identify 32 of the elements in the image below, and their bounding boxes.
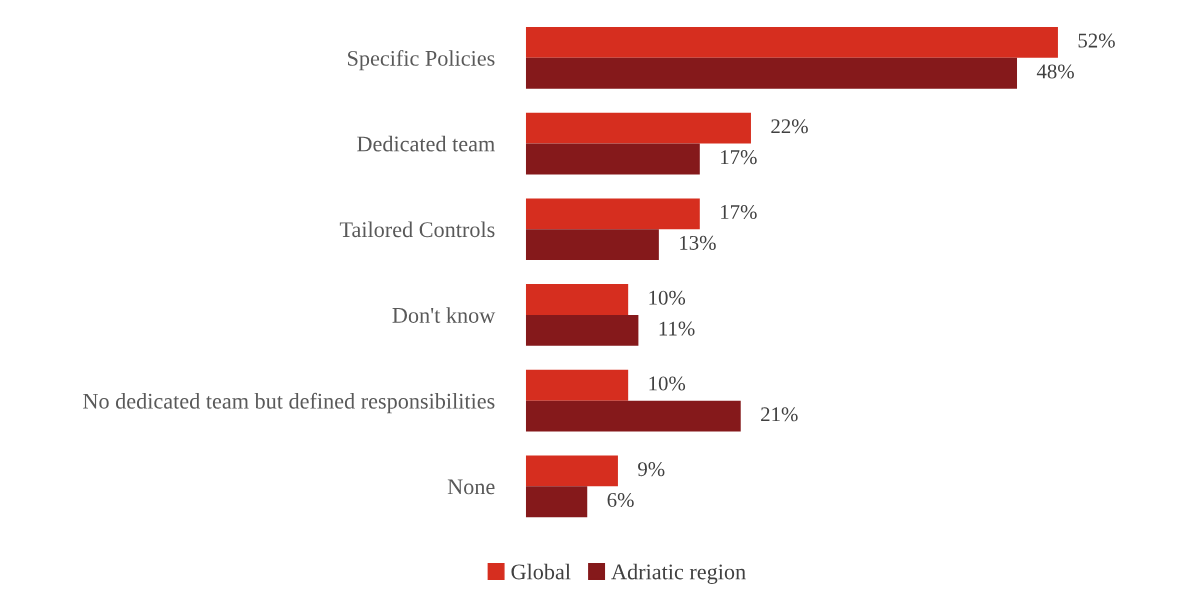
data-label: 9%: [638, 462, 665, 477]
data-label: 17%: [721, 204, 757, 220]
data-label: 17%: [721, 150, 757, 165]
y-tick-label: None: [447, 479, 495, 495]
bar: [525, 26, 1058, 58]
bar: [525, 143, 700, 175]
y-tick-label: Don't know: [392, 307, 496, 323]
bar: [525, 400, 741, 432]
y-tick-label: No dedicated team but defined responsibilities: [83, 392, 495, 414]
data-label: 11%: [659, 321, 695, 336]
bar: [525, 369, 629, 401]
data-label: 22%: [771, 119, 808, 134]
data-label: 10%: [649, 290, 686, 305]
bar: [525, 455, 618, 487]
bar: [525, 284, 629, 315]
data-label: 6%: [607, 492, 634, 508]
bar: [525, 229, 659, 261]
data-label: 10%: [649, 376, 686, 391]
y-tick-label: Specific Policies: [348, 49, 495, 71]
legend-label: Global: [511, 563, 571, 580]
bar: [525, 57, 1018, 89]
data-label: 48%: [1036, 64, 1074, 79]
bar: [525, 486, 588, 518]
legend-label: Adriatic region: [611, 563, 746, 584]
data-label: 52%: [1078, 33, 1115, 48]
bar: [525, 314, 639, 346]
bar: [525, 198, 700, 230]
data-label: 13%: [680, 235, 716, 250]
bar: [525, 112, 751, 144]
y-tick-label: Dedicated team: [357, 135, 495, 152]
data-label: 21%: [761, 407, 798, 422]
y-tick-label: Tailored Controls: [339, 221, 495, 238]
